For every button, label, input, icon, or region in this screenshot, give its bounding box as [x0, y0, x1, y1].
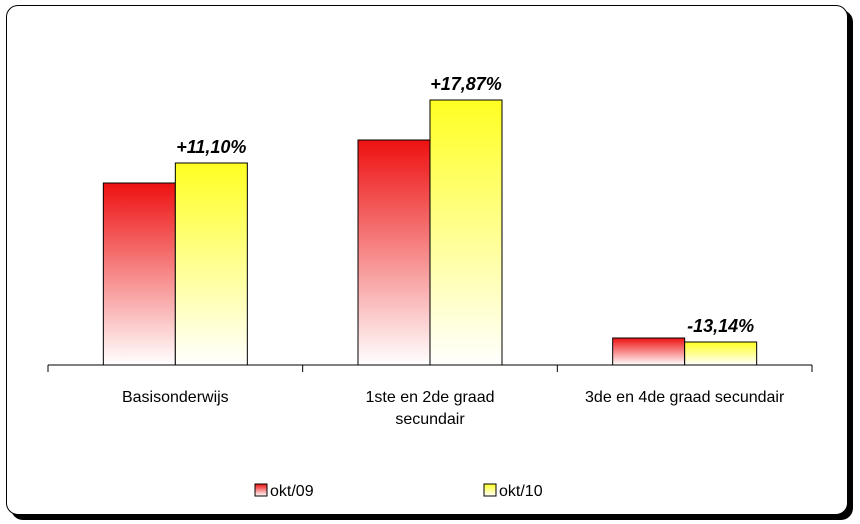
legend-swatch: [254, 483, 268, 497]
bar-okt-10-0: [174, 162, 248, 366]
legend-label: okt/09: [270, 483, 314, 500]
bar-okt-09-2: [612, 337, 686, 366]
x-tick-label: Basisonderwijs: [122, 389, 229, 406]
x-tick-label: secundair: [395, 411, 465, 428]
data-label: +11,10%: [176, 137, 246, 157]
legend-swatch: [483, 483, 497, 497]
data-label: +17,87%: [430, 74, 502, 94]
bar-okt-09-0: [102, 182, 176, 366]
x-tick-label: 1ste en 2de graad: [366, 389, 495, 406]
data-label: -13,14%: [687, 316, 754, 336]
bar-okt-09-1: [357, 139, 431, 366]
x-tick-label: 3de en 4de graad secundair: [585, 389, 785, 406]
bar-okt-10-1: [429, 99, 503, 366]
bar-okt-10-2: [684, 341, 758, 366]
legend-label: okt/10: [499, 483, 543, 500]
